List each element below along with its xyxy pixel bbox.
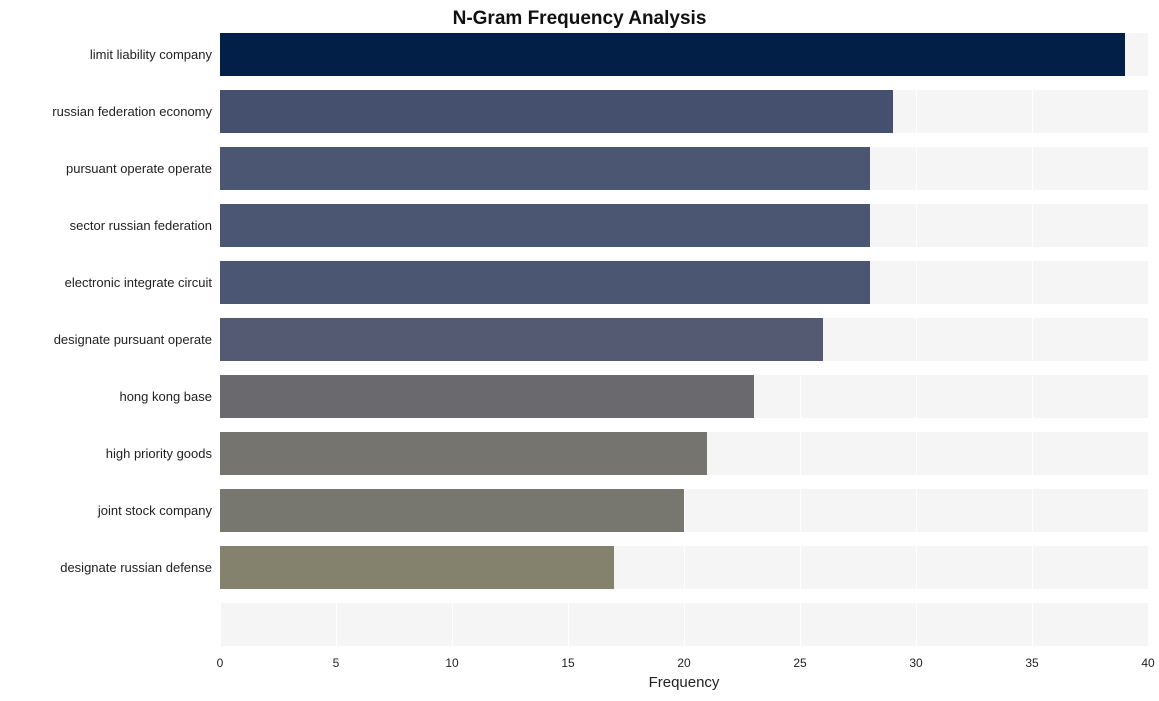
x-tick-label: 15 bbox=[561, 656, 574, 670]
y-tick-label: joint stock company bbox=[8, 503, 212, 518]
chart-title: N-Gram Frequency Analysis bbox=[0, 8, 1159, 30]
bar bbox=[220, 432, 707, 475]
x-tick-label: 25 bbox=[793, 656, 806, 670]
bar bbox=[220, 90, 893, 133]
x-axis-label: Frequency bbox=[220, 674, 1148, 691]
bar bbox=[220, 204, 870, 247]
bar bbox=[220, 489, 684, 532]
y-tick-label: russian federation economy bbox=[8, 104, 212, 119]
x-tick-label: 5 bbox=[333, 656, 340, 670]
bar bbox=[220, 318, 823, 361]
y-tick-label: electronic integrate circuit bbox=[8, 275, 212, 290]
y-tick-label: high priority goods bbox=[8, 446, 212, 461]
y-tick-label: designate russian defense bbox=[8, 560, 212, 575]
x-gridline bbox=[1032, 33, 1033, 650]
x-tick-label: 40 bbox=[1141, 656, 1154, 670]
x-tick-label: 35 bbox=[1025, 656, 1038, 670]
x-tick-label: 0 bbox=[217, 656, 224, 670]
bar bbox=[220, 261, 870, 304]
x-tick-label: 10 bbox=[445, 656, 458, 670]
x-gridline bbox=[916, 33, 917, 650]
y-tick-label: pursuant operate operate bbox=[8, 161, 212, 176]
bar bbox=[220, 375, 754, 418]
bar bbox=[220, 546, 614, 589]
bar bbox=[220, 147, 870, 190]
y-tick-label: designate pursuant operate bbox=[8, 332, 212, 347]
bar bbox=[220, 33, 1125, 76]
y-tick-label: limit liability company bbox=[8, 47, 212, 62]
x-gridline bbox=[1148, 33, 1149, 650]
x-tick-label: 20 bbox=[677, 656, 690, 670]
y-tick-label: hong kong base bbox=[8, 389, 212, 404]
x-tick-label: 30 bbox=[909, 656, 922, 670]
y-tick-label: sector russian federation bbox=[8, 218, 212, 233]
chart-container: N-Gram Frequency Analysis limit liabilit… bbox=[0, 0, 1159, 701]
plot-area bbox=[220, 33, 1148, 650]
